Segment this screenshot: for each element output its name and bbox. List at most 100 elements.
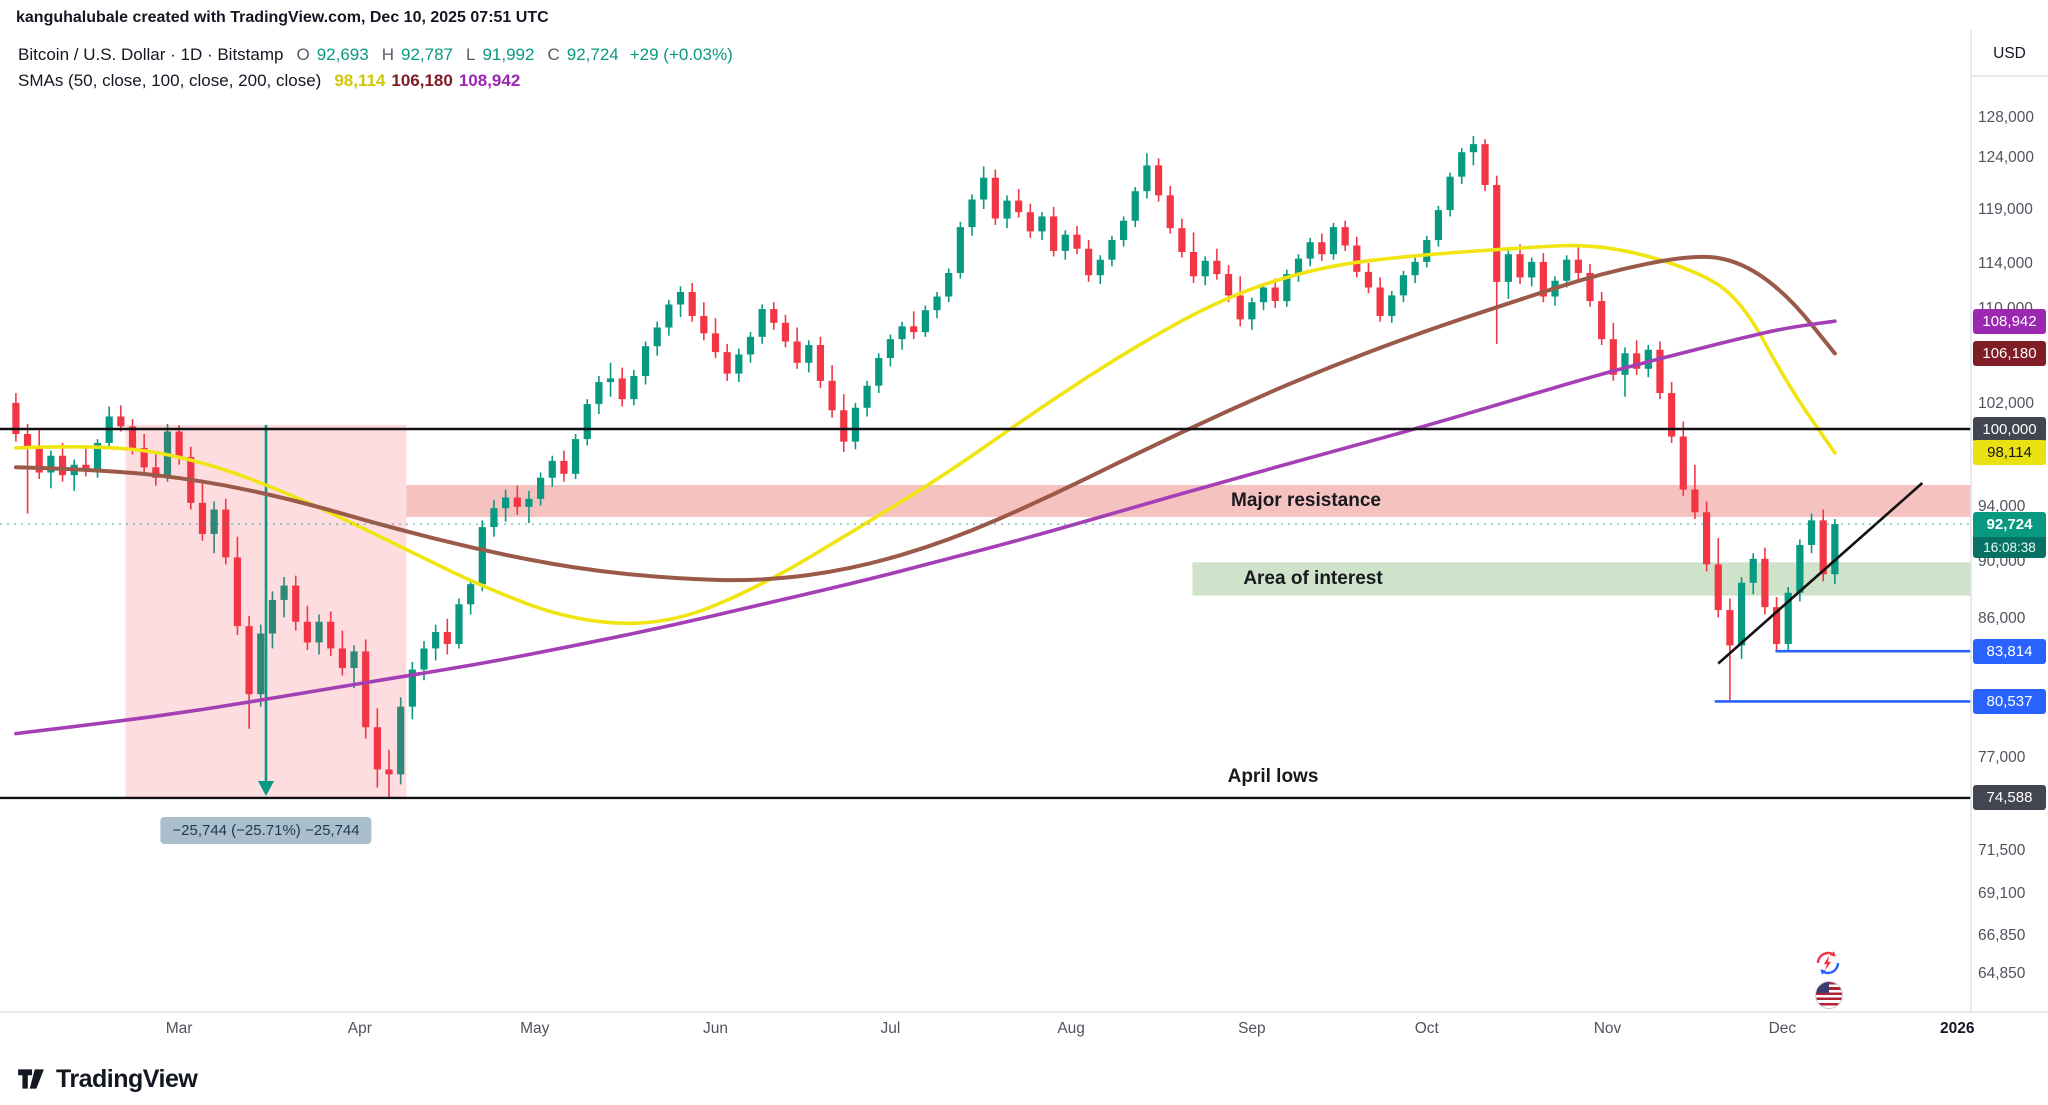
zone-text-annotation[interactable]: Major resistance (1231, 489, 1381, 511)
time-axis-label[interactable]: Dec (1768, 1020, 1797, 1037)
candle-body (1563, 259, 1571, 281)
candle-body (571, 439, 580, 474)
candle-body (245, 626, 253, 695)
candle-body (828, 380, 836, 411)
candle-body (1761, 558, 1769, 608)
text-annotation[interactable]: April lows (1227, 766, 1319, 787)
candle-body (315, 621, 323, 643)
candle-body (152, 467, 160, 478)
candle-body (641, 346, 650, 377)
bar-countdown-timer: 16:08:38 (1973, 536, 2046, 558)
flag-union (1816, 982, 1829, 993)
sma-line[interactable] (14, 243, 1837, 626)
candle-body (385, 769, 393, 775)
candle-body (233, 557, 242, 627)
candle-body (420, 648, 428, 670)
price-axis-label: 102,000 (1978, 395, 2035, 413)
candle-body (665, 304, 673, 328)
candle-body (1224, 274, 1233, 296)
footer-bar: TradingView (16, 1064, 198, 1094)
candle-body (1737, 582, 1746, 646)
ohlc-close-value: 92,724 (566, 45, 619, 64)
symbol-title[interactable]: Bitcoin / U.S. Dollar · 1D · Bitstamp (18, 45, 284, 64)
time-axis-label[interactable]: Nov (1593, 1020, 1622, 1037)
sma-legend-value: 98,114 (334, 71, 386, 90)
candle-body (653, 327, 661, 347)
us-flag-event-icon[interactable] (1815, 981, 1843, 1009)
current-price-value: 92,724 (1973, 511, 2046, 537)
tradingview-logo-icon[interactable] (16, 1064, 46, 1094)
time-axis-label[interactable]: Aug (1057, 1020, 1085, 1037)
candle-body (1633, 353, 1641, 369)
candle-body (268, 599, 277, 634)
candle-body (502, 497, 510, 509)
candle-body (746, 336, 755, 355)
candle-body (1178, 228, 1186, 253)
candle-body (991, 177, 999, 219)
zone-band[interactable] (1192, 562, 1971, 596)
candle-body (362, 651, 370, 728)
candle-body (1283, 274, 1291, 302)
candle-body (1038, 216, 1046, 232)
candle-body (280, 585, 288, 600)
candle-body (560, 460, 568, 474)
candle-body (222, 509, 230, 558)
candle-body (1341, 227, 1349, 246)
time-axis-label[interactable]: Jun (703, 1020, 728, 1037)
candle-body (1574, 259, 1582, 273)
candle-body (1248, 302, 1256, 320)
sma-line[interactable] (14, 319, 1837, 736)
measure-result-label[interactable]: −25,744 (−25.71%) −25,744 (160, 817, 372, 844)
candle-body (1831, 524, 1839, 575)
time-axis-label[interactable]: May (520, 1020, 550, 1037)
sma-line[interactable] (13, 254, 1837, 583)
price-axis-badge: 108,942 (1973, 308, 2046, 334)
candle-body (1528, 261, 1536, 278)
candle-body (618, 378, 626, 400)
candle-body (1714, 564, 1722, 611)
candle-body (700, 315, 708, 334)
candle-body (467, 584, 475, 605)
candle-body (1819, 520, 1827, 575)
time-axis-label[interactable]: Oct (1414, 1020, 1439, 1037)
candle-body (1050, 216, 1058, 251)
candle-body (1609, 339, 1617, 375)
zone-text-annotation[interactable]: Area of interest (1243, 567, 1383, 589)
sma-legend-value: 106,180 (391, 71, 453, 90)
price-axis-label: 94,000 (1978, 497, 2026, 515)
candle-body (1399, 275, 1408, 296)
price-axis-label: 114,000 (1978, 255, 2033, 273)
price-axis-label: 64,850 (1978, 965, 2026, 983)
sma-indicator-label[interactable]: SMAs (50, close, 100, close, 200, close) (18, 71, 322, 90)
economic-event-icon[interactable] (1813, 948, 1843, 983)
zone-band[interactable] (406, 484, 1971, 517)
sma-legend-row: SMAs (50, close, 100, close, 200, close)… (18, 68, 733, 94)
candle-body (1131, 191, 1139, 221)
time-axis-label[interactable]: Mar (165, 1020, 193, 1037)
candle-body (875, 358, 883, 386)
price-axis-label: 77,000 (1978, 748, 2026, 766)
candle-body (770, 309, 778, 323)
candle-body (292, 585, 300, 622)
candle-body (1749, 558, 1757, 583)
price-axis-badge: 80,537 (1973, 688, 2046, 714)
candle-body (1026, 212, 1034, 232)
candle-body (117, 416, 125, 427)
candle-body (1003, 200, 1011, 219)
tradingview-wordmark[interactable]: TradingView (56, 1064, 198, 1093)
time-axis-label[interactable]: Jul (880, 1020, 901, 1037)
candle-body (711, 333, 720, 353)
time-axis-label[interactable]: 2026 (1940, 1020, 1975, 1037)
candle-body (537, 477, 545, 499)
candle-body (1353, 245, 1361, 272)
time-axis-label[interactable]: Apr (347, 1020, 372, 1037)
trendline[interactable] (1717, 482, 1924, 665)
candle-body (606, 378, 615, 383)
candle-body (408, 669, 416, 707)
candle-body (1796, 544, 1804, 593)
candle-body (1411, 261, 1419, 276)
price-axis-label: 69,100 (1978, 885, 2026, 903)
candle-body (805, 345, 813, 363)
time-axis-label[interactable]: Sep (1238, 1020, 1266, 1037)
